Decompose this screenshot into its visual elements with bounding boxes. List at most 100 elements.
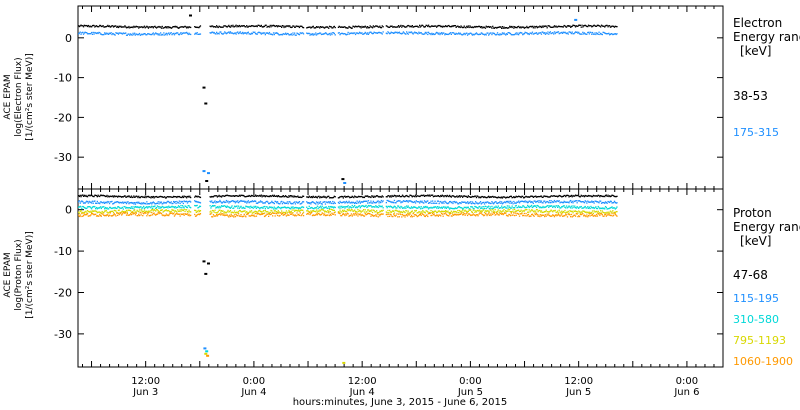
data-point (374, 196, 376, 198)
data-point (190, 33, 192, 36)
data-point (257, 202, 259, 204)
data-point (408, 212, 410, 214)
data-point (98, 31, 100, 34)
data-point (532, 206, 534, 208)
data-point (218, 33, 220, 35)
data-point (433, 33, 435, 36)
data-point (595, 33, 597, 36)
data-point (248, 25, 250, 27)
data-point (441, 26, 443, 28)
data-point (376, 206, 378, 208)
data-point (568, 31, 570, 33)
data-point (186, 206, 188, 208)
data-point (121, 26, 124, 28)
data-point (504, 33, 506, 35)
data-point (575, 25, 577, 27)
data-point (118, 195, 120, 198)
data-point (522, 26, 525, 28)
data-point (500, 202, 502, 204)
data-point (142, 34, 144, 36)
data-point (235, 33, 237, 35)
data-point (363, 26, 366, 28)
data-point (449, 207, 452, 209)
data-point (343, 213, 345, 215)
data-point (85, 210, 87, 212)
data-point (242, 215, 245, 217)
data-point (493, 212, 495, 214)
data-point (224, 201, 226, 204)
data-point (466, 206, 469, 208)
data-point (403, 214, 405, 217)
data-point (314, 27, 316, 29)
data-point (216, 26, 219, 28)
data-point (505, 207, 507, 209)
data-point (234, 216, 236, 218)
data-point (224, 195, 226, 197)
data-point (164, 206, 166, 208)
data-point (308, 211, 310, 213)
data-point (522, 214, 525, 217)
data-point (393, 26, 395, 28)
data-point (178, 206, 180, 208)
data-point (285, 195, 287, 197)
data-point (320, 26, 323, 28)
data-point (289, 207, 291, 210)
data-point (315, 203, 317, 205)
data-point (182, 196, 184, 199)
data-point (426, 214, 428, 216)
data-point (144, 33, 146, 35)
electron-legend-title-line2: Energy ranges (733, 30, 800, 44)
data-point (341, 32, 343, 34)
data-point (543, 25, 545, 27)
data-point (590, 201, 592, 203)
data-point (361, 210, 363, 212)
data-point (519, 206, 521, 208)
data-point (324, 207, 326, 209)
data-point (557, 205, 560, 207)
data-point (298, 210, 301, 212)
data-point (393, 32, 396, 34)
data-point (355, 211, 357, 213)
data-point (536, 27, 538, 29)
data-point (281, 196, 283, 198)
data-point (347, 27, 349, 29)
data-point (453, 207, 455, 210)
data-point (570, 31, 572, 34)
data-point (589, 195, 591, 197)
data-point (432, 214, 435, 216)
data-point (450, 33, 452, 35)
data-point (285, 196, 288, 198)
data-point (440, 212, 443, 214)
data-point (99, 215, 102, 217)
data-point (496, 32, 499, 34)
data-point (574, 205, 576, 207)
data-point (328, 197, 331, 199)
data-point (176, 200, 178, 203)
data-point (229, 31, 232, 33)
data-point (293, 196, 295, 198)
data-point (118, 202, 120, 204)
data-point (389, 32, 392, 34)
data-point (194, 200, 196, 202)
data-point (289, 195, 292, 197)
data-point (307, 32, 309, 35)
data-point (137, 196, 139, 199)
data-point (451, 215, 453, 217)
data-point (538, 206, 540, 208)
data-point (132, 212, 134, 214)
data-point (574, 200, 576, 203)
data-point (550, 209, 552, 211)
data-point (135, 211, 137, 213)
data-point (307, 26, 310, 28)
data-point (177, 33, 180, 36)
x-tick-date-label: Jun 6 (673, 387, 699, 398)
data-point (127, 26, 129, 29)
data-point (440, 194, 442, 197)
data-point (272, 202, 275, 204)
data-point (130, 206, 133, 208)
data-point (578, 196, 581, 198)
data-point (359, 202, 361, 204)
data-point (488, 214, 491, 216)
data-point (243, 195, 245, 197)
data-point (379, 215, 381, 217)
